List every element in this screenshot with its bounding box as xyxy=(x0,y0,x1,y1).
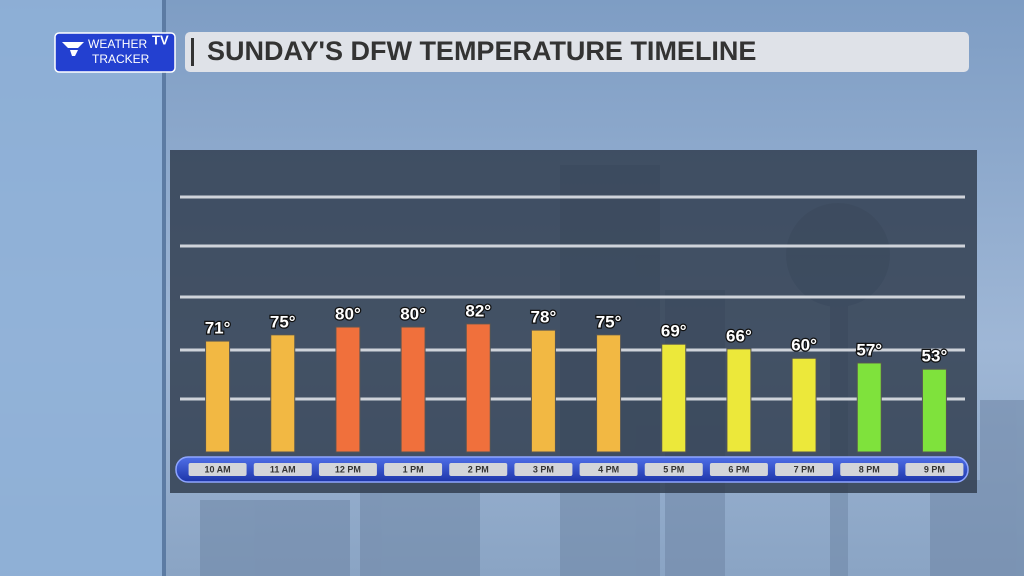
value-label: 75° xyxy=(596,312,622,331)
bar xyxy=(856,362,882,453)
logo-badge: TV xyxy=(152,32,169,47)
category-box xyxy=(644,463,703,476)
value-label: 60° xyxy=(791,336,817,355)
x-tick-label: 12 PM xyxy=(335,464,361,474)
category-box xyxy=(318,463,377,476)
logo-text: WEATHER xyxy=(88,37,147,51)
x-tick-label: 4 PM xyxy=(598,464,619,474)
bar xyxy=(921,368,947,453)
bar xyxy=(270,334,296,453)
category-box xyxy=(775,463,834,476)
x-tick-label: 8 PM xyxy=(859,464,880,474)
category-box xyxy=(840,463,899,476)
x-tick-label: 5 PM xyxy=(663,464,684,474)
logo xyxy=(54,32,176,73)
x-tick-label: 1 PM xyxy=(403,464,424,474)
x-tick-label: 6 PM xyxy=(728,464,749,474)
decor-lines xyxy=(180,195,965,401)
bar xyxy=(465,323,491,453)
title-bar xyxy=(185,32,969,72)
bar xyxy=(205,340,231,453)
side-panel-edge xyxy=(162,0,166,576)
x-tick-label: 7 PM xyxy=(794,464,815,474)
x-tick-label: 11 AM xyxy=(270,464,296,474)
category-box xyxy=(449,463,508,476)
bar xyxy=(530,329,556,453)
category-box xyxy=(579,463,638,476)
value-label: 78° xyxy=(531,308,557,327)
value-label: 69° xyxy=(661,322,687,341)
value-label: 80° xyxy=(400,304,426,323)
bar xyxy=(791,357,817,453)
category-box xyxy=(514,463,573,476)
value-label: 66° xyxy=(726,326,752,345)
bar xyxy=(596,334,622,453)
bar xyxy=(661,343,687,453)
bar xyxy=(335,326,361,453)
chart-panel xyxy=(170,150,977,493)
value-label: 82° xyxy=(465,301,491,320)
value-label: 75° xyxy=(270,312,296,331)
category-box xyxy=(188,463,247,476)
value-label: 71° xyxy=(205,319,231,338)
category-box xyxy=(253,463,312,476)
category-box xyxy=(384,463,443,476)
logo-icon xyxy=(62,42,84,56)
category-box xyxy=(905,463,964,476)
x-tick-label: 3 PM xyxy=(533,464,554,474)
x-tick-label: 9 PM xyxy=(924,464,945,474)
bar xyxy=(726,348,752,453)
side-panel xyxy=(0,0,162,576)
x-tick-label: 10 AM xyxy=(204,464,230,474)
chart-title: SUNDAY'S DFW TEMPERATURE TIMELINE xyxy=(207,36,756,66)
x-tick-label: 2 PM xyxy=(468,464,489,474)
logo-text: TRACKER xyxy=(92,52,150,66)
value-label: 53° xyxy=(922,347,948,366)
title-separator xyxy=(191,38,194,66)
value-label: 57° xyxy=(856,340,882,359)
category-box xyxy=(709,463,768,476)
bar xyxy=(400,326,426,453)
value-label: 80° xyxy=(335,304,361,323)
